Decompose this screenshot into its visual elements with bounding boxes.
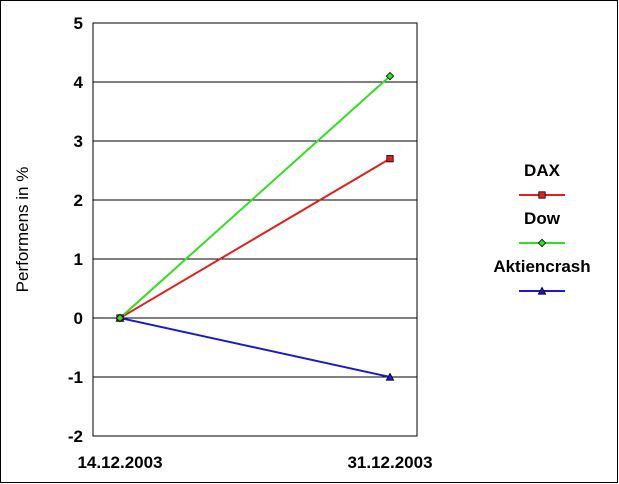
legend: DAX Dow Aktiencrash	[493, 161, 591, 295]
y-tick-label: 0	[74, 309, 83, 328]
y-tick-label: 2	[74, 191, 83, 210]
y-tick-label: 1	[74, 250, 83, 269]
x-tick-label: 31.12.2003	[347, 453, 432, 472]
series-line-aktiencrash	[119, 317, 391, 378]
y-tick-label: -1	[68, 368, 83, 387]
x-tick-labels: 14.12.2003 31.12.2003	[77, 453, 432, 472]
series-lines	[115, 71, 395, 381]
y-tick-label: 3	[74, 132, 83, 151]
legend-marker-dax	[538, 191, 546, 199]
y-tick-labels: 5 4 3 2 1 0 -1 -2	[68, 14, 84, 446]
y-tick-label: 4	[74, 73, 84, 92]
data-point-dow	[385, 71, 395, 81]
legend-marker-aktiencrash	[537, 286, 547, 295]
plot-area	[92, 22, 418, 437]
data-point-dax	[386, 155, 394, 163]
data-point-dow	[115, 313, 125, 323]
data-point-aktiencrash	[385, 372, 395, 381]
series-line-dax	[119, 157, 391, 319]
series-line-dow	[119, 75, 391, 319]
x-tick-label: 14.12.2003	[77, 453, 162, 472]
legend-label-dow: Dow	[524, 209, 561, 228]
y-tick-label: 5	[74, 14, 83, 33]
y-axis-title: Performens in %	[13, 167, 32, 293]
legend-marker-dow	[537, 238, 547, 248]
grid-lines	[93, 81, 417, 378]
y-tick-label: -2	[68, 427, 83, 446]
legend-label-aktiencrash: Aktiencrash	[493, 257, 590, 276]
legend-label-dax: DAX	[524, 161, 561, 180]
